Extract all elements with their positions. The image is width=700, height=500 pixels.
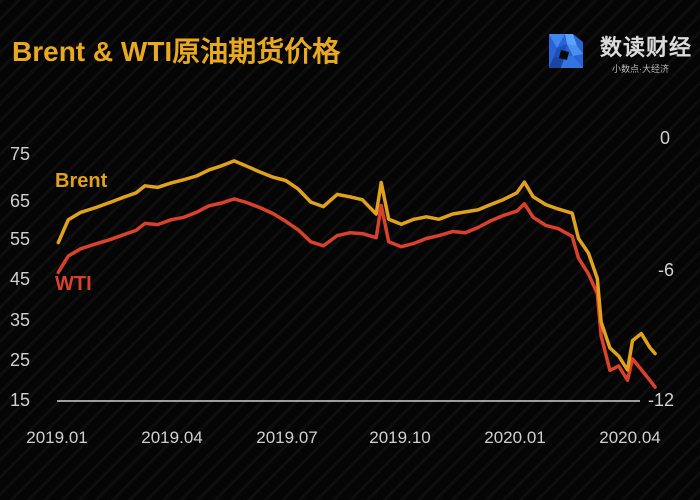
x-tick: 2019.01 [26,428,88,447]
y-right-tick: 0 [660,128,671,148]
blue-polygon-logo-icon [549,34,583,68]
y-left-tick: 65 [10,191,31,211]
x-tick: 2019.04 [141,428,203,447]
x-tick: 2019.07 [256,428,318,447]
brand-slogan: 小数点·大经济 [612,64,669,74]
y-left-tick: 75 [10,144,31,164]
wti-line [56,197,657,389]
y-left-tick: 25 [10,350,31,370]
x-tick: 2020.01 [484,428,546,447]
chart-title: Brent & WTI原油期货价格 [12,36,341,67]
wti-label: WTI [55,273,92,295]
x-tick: 2019.10 [369,428,431,447]
brent-line [56,159,657,372]
brand-name: 数读财经 [600,35,693,60]
y-right-tick: -6 [658,260,675,280]
brent-label: Brent [55,170,108,192]
y-left-tick: 15 [10,390,31,410]
y-left-tick: 45 [10,269,31,289]
y-left-tick: 55 [10,229,31,249]
y-right-tick: -12 [648,390,675,410]
x-tick: 2020.04 [599,428,661,447]
y-left-tick: 35 [10,310,31,330]
